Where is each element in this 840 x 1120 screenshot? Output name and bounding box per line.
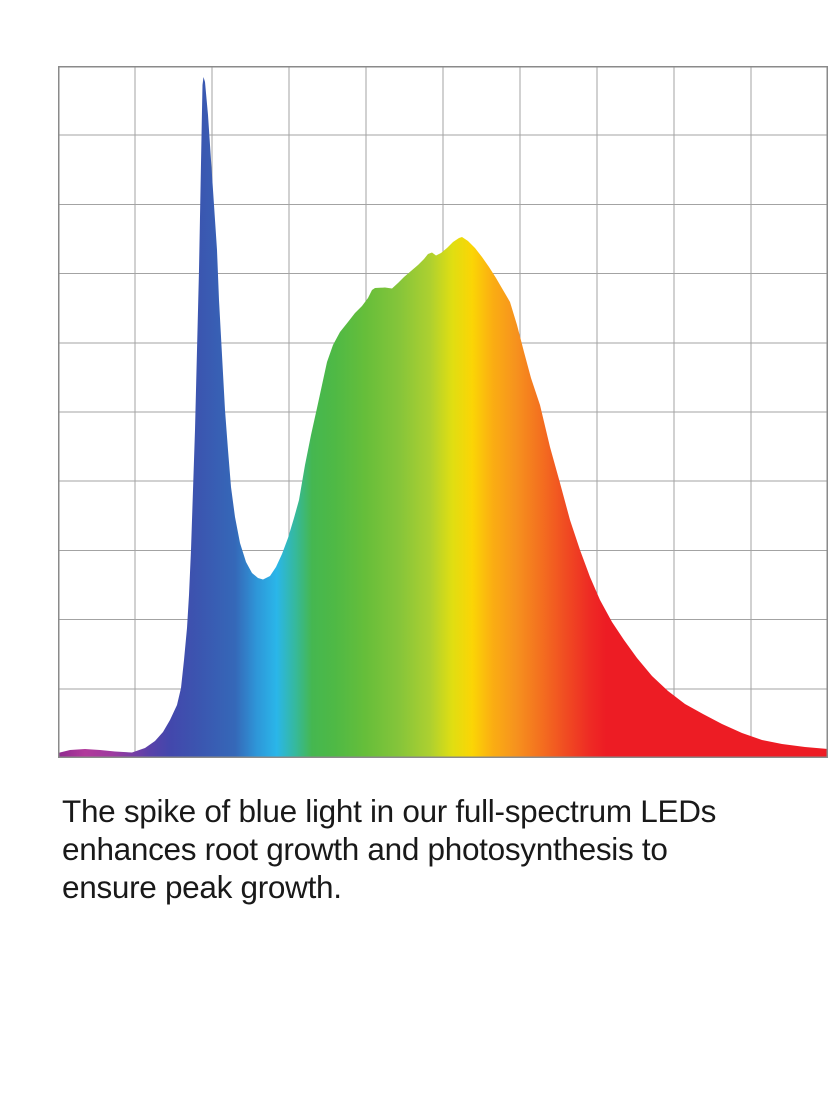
caption-line-3: ensure peak growth. xyxy=(62,869,342,905)
caption-line-1: The spike of blue light in our full-spec… xyxy=(62,793,717,829)
spectrum-svg xyxy=(58,66,828,758)
caption: The spike of blue light in our full-spec… xyxy=(62,792,832,906)
spectrum-chart xyxy=(58,66,828,758)
caption-line-2: enhances root growth and photosynthesis … xyxy=(62,831,668,867)
